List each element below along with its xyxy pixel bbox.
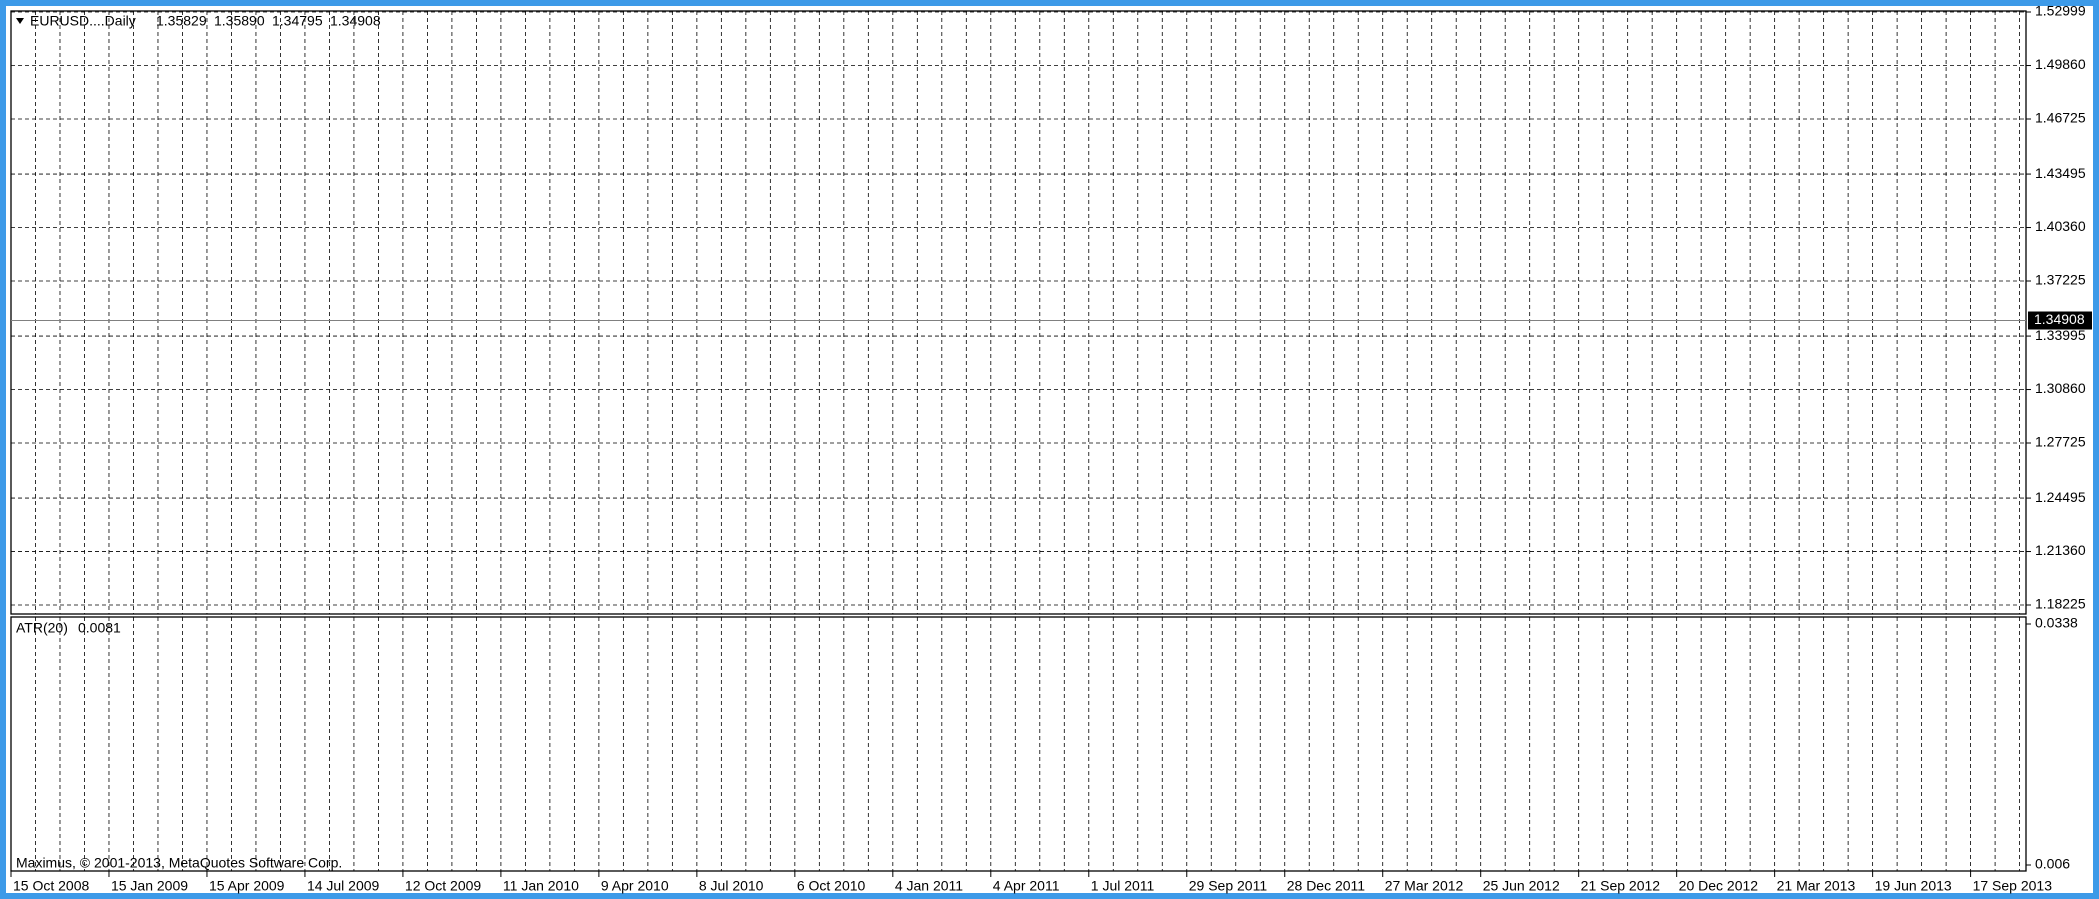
symbol-label: EURUSD....Daily [30,13,136,29]
y-tick-label: 1.18225 [2035,596,2086,612]
current-price-label: 1.34908 [2034,311,2085,327]
x-tick-label: 15 Jan 2009 [111,878,188,894]
y-tick-label: 0.006 [2035,856,2070,872]
copyright: Maximus, © 2001-2013, MetaQuotes Softwar… [16,855,342,871]
x-tick-label: 25 Jun 2012 [1483,878,1560,894]
x-tick-label: 6 Oct 2010 [797,878,866,894]
indicator-panel-border [10,616,2027,872]
current-price-box [2028,311,2092,330]
grid-layer [11,11,2026,871]
y-tick-label: 1.21360 [2035,542,2086,558]
collapse-arrow[interactable] [16,18,24,24]
x-tick-label: 21 Mar 2013 [1777,878,1856,894]
chart-background [6,6,2093,893]
y-tick-label: 1.30860 [2035,380,2086,396]
x-tick-label: 21 Sep 2012 [1581,878,1661,894]
x-tick-label: 15 Apr 2009 [209,878,285,894]
y-tick-label: 1.27725 [2035,434,2086,450]
x-tick-label: 29 Sep 2011 [1189,878,1268,894]
x-tick-label: 4 Jan 2011 [895,878,963,894]
x-tick-label: 20 Dec 2012 [1679,878,1759,894]
x-tick-label: 15 Oct 2008 [13,878,89,894]
y-tick-label: 1.24495 [2035,489,2086,505]
ohlc-high: 1.35890 [214,13,265,29]
x-tick-label: 1 Jul 2011 [1091,878,1155,894]
ohlc-open: 1.35829 [156,13,207,29]
y-tick-label: 1.40360 [2035,218,2086,234]
x-tick-label: 12 Oct 2009 [405,878,481,894]
x-tick-label: 9 Apr 2010 [601,878,669,894]
y-tick-label: 1.52999 [2035,3,2086,19]
x-tick-label: 27 Mar 2012 [1385,878,1464,894]
x-tick-label: 17 Sep 2013 [1973,878,2053,894]
x-tick-label: 28 Dec 2011 [1287,878,1366,894]
y-tick-label: 1.49860 [2035,56,2086,72]
ohlc-low: 1.34795 [272,13,323,29]
x-tick-label: 8 Jul 2010 [699,878,764,894]
x-tick-label: 11 Jan 2010 [503,878,579,894]
x-tick-label: 14 Jul 2009 [307,878,380,894]
y-tick-label: 1.43495 [2035,165,2086,181]
x-tick-label: 19 Jun 2013 [1875,878,1952,894]
price-panel-border [10,10,2027,615]
indicator-title: ATR(20) [16,620,68,636]
ohlc-close: 1.34908 [330,13,381,29]
indicator-value: 0.0081 [78,620,121,636]
y-tick-label: 1.37225 [2035,272,2086,288]
x-tick-label: 4 Apr 2011 [993,878,1060,894]
y-tick-label: 0.0338 [2035,615,2078,631]
y-tick-label: 1.46725 [2035,110,2086,126]
y-tick-label: 1.33995 [2035,327,2086,343]
